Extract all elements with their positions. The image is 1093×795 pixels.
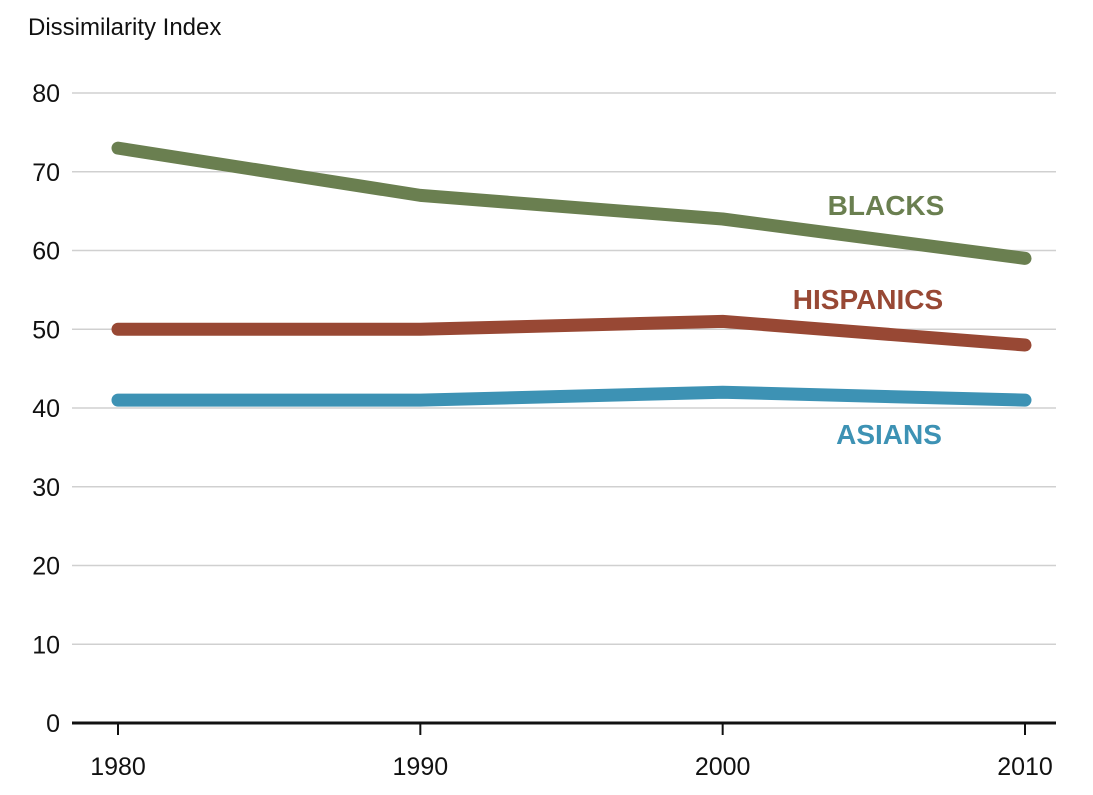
- y-tick-label: 30: [32, 474, 60, 502]
- series-line-asians: [111, 385, 1032, 407]
- y-axis-label: Dissimilarity Index: [28, 14, 221, 41]
- series-label-blacks: BLACKS: [828, 190, 945, 221]
- y-tick-label: 20: [32, 553, 60, 581]
- y-tick-label: 40: [32, 395, 60, 423]
- y-tick-label: 70: [32, 159, 60, 187]
- x-tick-label: 1990: [393, 753, 449, 781]
- series-label-asians: ASIANS: [836, 419, 942, 450]
- series-line-hispanics: [111, 314, 1032, 352]
- x-tick-label: 2000: [695, 753, 751, 781]
- series-label-hispanics: HISPANICS: [793, 284, 943, 315]
- series-line-blacks: [111, 141, 1032, 265]
- y-tick-label: 80: [32, 80, 60, 108]
- y-tick-label: 10: [32, 631, 60, 659]
- y-tick-label: 0: [46, 710, 60, 738]
- y-tick-label: 50: [32, 316, 60, 344]
- x-tick-label: 2010: [997, 753, 1053, 781]
- x-tick-label: 1980: [90, 753, 146, 781]
- y-tick-label: 60: [32, 238, 60, 266]
